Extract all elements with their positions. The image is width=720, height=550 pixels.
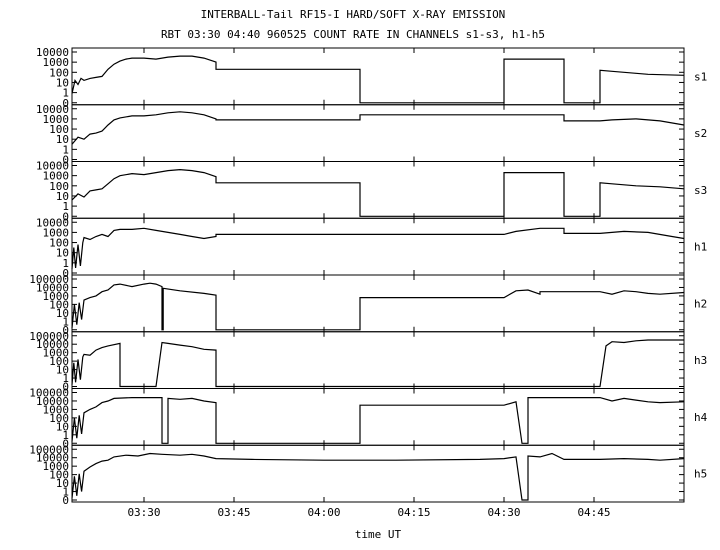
y-tick-label: 1000 bbox=[43, 290, 70, 303]
panel-frame bbox=[71, 161, 685, 219]
y-tick-label: 1 bbox=[62, 315, 69, 328]
y-tick-label: 100 bbox=[49, 180, 69, 193]
x-tick-label: 04:30 bbox=[487, 506, 520, 519]
panel-frame bbox=[71, 217, 685, 276]
y-tick-label: 100000 bbox=[29, 330, 69, 343]
y-tick-label: 10 bbox=[56, 247, 69, 260]
y-tick-label: 1 bbox=[62, 486, 69, 499]
y-tick-label: 0 bbox=[62, 324, 69, 337]
panel-label-h3: h3 bbox=[694, 354, 707, 367]
y-tick-label: 10000 bbox=[36, 46, 69, 59]
y-tick-label: 0 bbox=[62, 381, 69, 394]
chart-title: INTERBALL-Tail RF15-I HARD/SOFT X-RAY EM… bbox=[201, 8, 506, 21]
y-tick-label: 1000 bbox=[43, 170, 70, 183]
y-tick-label: 10000 bbox=[36, 103, 69, 116]
y-tick-label: 0 bbox=[62, 154, 69, 167]
panel-label-h4: h4 bbox=[694, 411, 708, 424]
series-line-s2 bbox=[71, 111, 685, 145]
panel-frame bbox=[71, 47, 685, 106]
y-tick-label: 10000 bbox=[36, 281, 69, 294]
x-tick-label: 04:45 bbox=[577, 506, 610, 519]
y-tick-label: 1 bbox=[62, 200, 69, 213]
series-line-h5 bbox=[71, 452, 685, 501]
y-tick-label: 1 bbox=[62, 372, 69, 385]
y-tick-label: 1000 bbox=[43, 460, 70, 473]
y-tick-label: 100000 bbox=[29, 387, 69, 400]
panel-label-s2: s2 bbox=[694, 127, 707, 140]
chart-subtitle: RBT 03:30 04:40 960525 COUNT RATE IN CHA… bbox=[161, 28, 545, 41]
y-tick-label: 10 bbox=[56, 477, 69, 490]
y-tick-label: 1000 bbox=[43, 403, 70, 416]
y-tick-label: 10 bbox=[56, 76, 69, 89]
y-tick-label: 10 bbox=[56, 133, 69, 146]
panel-label-h2: h2 bbox=[694, 297, 707, 310]
series-line-h4 bbox=[71, 397, 685, 444]
y-tick-label: 100000 bbox=[29, 443, 69, 456]
panels: 0110100100010000s10110100100010000s20110… bbox=[29, 46, 707, 507]
y-tick-label: 100 bbox=[49, 123, 69, 136]
y-tick-label: 0 bbox=[62, 210, 69, 223]
x-tick-label: 03:30 bbox=[127, 506, 160, 519]
y-tick-label: 10 bbox=[56, 190, 69, 203]
y-tick-label: 10 bbox=[56, 420, 69, 433]
y-tick-label: 100000 bbox=[29, 273, 69, 286]
x-tick-label: 03:45 bbox=[217, 506, 250, 519]
panel-label-h5: h5 bbox=[694, 468, 707, 481]
y-tick-label: 100 bbox=[49, 66, 69, 79]
panel-label-s3: s3 bbox=[694, 184, 707, 197]
y-tick-label: 1 bbox=[62, 429, 69, 442]
x-tick-label: 04:15 bbox=[397, 506, 430, 519]
panel-label-h1: h1 bbox=[694, 241, 707, 254]
y-tick-label: 1 bbox=[62, 87, 69, 100]
y-tick-label: 0 bbox=[62, 437, 69, 450]
x-axis: 03:30 03:45 04:00 04:15 04:30 04:45 bbox=[127, 506, 610, 519]
y-tick-label: 10 bbox=[56, 364, 69, 377]
y-tick-label: 100 bbox=[49, 298, 69, 311]
y-tick-label: 10000 bbox=[36, 160, 69, 173]
y-tick-label: 1000 bbox=[43, 347, 70, 360]
y-tick-label: 10000 bbox=[36, 216, 69, 229]
y-tick-label: 100 bbox=[49, 412, 69, 425]
y-tick-label: 10000 bbox=[36, 395, 69, 408]
y-tick-label: 100 bbox=[49, 469, 69, 482]
y-tick-label: 1000 bbox=[43, 113, 70, 126]
y-tick-label: 10000 bbox=[36, 452, 69, 465]
panel-label-s1: s1 bbox=[694, 70, 707, 83]
series-line-h2 bbox=[71, 282, 685, 331]
series-line-h3 bbox=[71, 339, 684, 388]
y-tick-label: 1 bbox=[62, 143, 69, 156]
panel-frame bbox=[71, 444, 685, 503]
series-line-s3 bbox=[71, 168, 685, 217]
y-tick-label: 1000 bbox=[43, 56, 70, 69]
y-tick-label: 100 bbox=[49, 355, 69, 368]
y-tick-label: 10 bbox=[56, 307, 69, 320]
panel-frame bbox=[71, 331, 685, 389]
y-tick-label: 100 bbox=[49, 237, 69, 250]
y-tick-label: 0 bbox=[62, 97, 69, 110]
series-line-h1 bbox=[71, 227, 685, 269]
y-tick-label: 10000 bbox=[36, 338, 69, 351]
x-axis-label: time UT bbox=[355, 528, 402, 541]
y-tick-label: 1000 bbox=[43, 226, 70, 239]
y-tick-label: 1 bbox=[62, 257, 69, 270]
x-tick-label: 04:00 bbox=[307, 506, 340, 519]
y-tick-label: 0 bbox=[62, 267, 69, 280]
series-line-s1 bbox=[71, 55, 685, 104]
y-tick-label: 0 bbox=[62, 494, 69, 507]
